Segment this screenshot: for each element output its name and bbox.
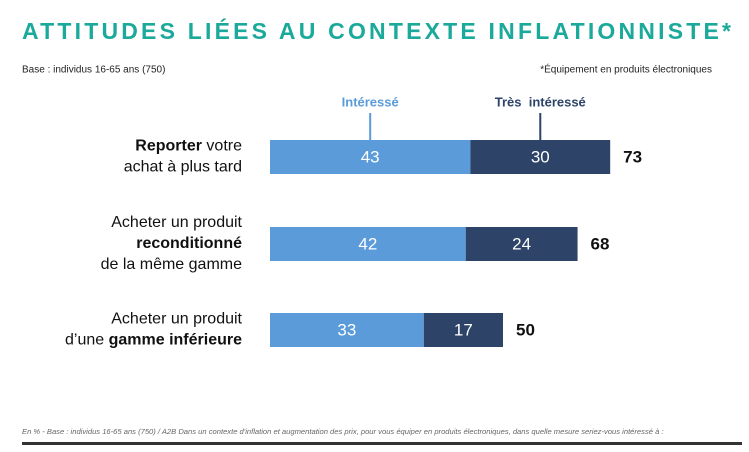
category-label-part: votre bbox=[202, 138, 242, 155]
category-label-part: gamme inférieure bbox=[109, 332, 242, 349]
bottom-rule bbox=[22, 442, 742, 445]
value-label: 42 bbox=[358, 234, 377, 253]
total-label: 50 bbox=[516, 320, 535, 339]
category-label-part: de la même gamme bbox=[101, 256, 242, 273]
value-label: 17 bbox=[454, 320, 473, 339]
category-label: Acheter un produit bbox=[111, 311, 242, 328]
category-label-part: Acheter un produit bbox=[111, 311, 242, 328]
bar-segment bbox=[270, 140, 471, 174]
category-label: de la même gamme bbox=[101, 256, 242, 273]
note: *Équipement en produits électroniques bbox=[540, 63, 712, 76]
total-label: 68 bbox=[591, 234, 610, 253]
subtitle: Base : individus 16-65 ans (750) bbox=[22, 65, 165, 76]
chart-title: ATTITUDES LIÉES AU CONTEXTE INFLATIONNIS… bbox=[22, 17, 734, 44]
bar-segment bbox=[465, 227, 578, 261]
category-label: reconditionné bbox=[136, 235, 242, 252]
footnote: En % - Base : individus 16-65 ans (750) … bbox=[22, 427, 664, 436]
total-label: 73 bbox=[623, 147, 642, 166]
category-label-part: reconditionné bbox=[136, 235, 242, 252]
bar-segment bbox=[270, 227, 466, 261]
bar-segment bbox=[423, 313, 503, 347]
value-label: 43 bbox=[361, 147, 380, 166]
value-label: 30 bbox=[531, 147, 550, 166]
value-label: 33 bbox=[337, 320, 356, 339]
category-label-part: d’une bbox=[65, 332, 109, 349]
bar-segment bbox=[470, 140, 611, 174]
legend-label: Très intéressé bbox=[495, 94, 586, 109]
category-label-part: achat à plus tard bbox=[124, 159, 242, 176]
category-label: achat à plus tard bbox=[124, 159, 242, 176]
category-label: Acheter un produit bbox=[111, 214, 242, 231]
legend-label: Intéressé bbox=[342, 94, 399, 109]
category-label-part: Acheter un produit bbox=[111, 214, 242, 231]
bar-segment bbox=[270, 313, 424, 347]
category-label: d’une gamme inférieure bbox=[65, 332, 242, 349]
category-label: Reporter votre bbox=[135, 138, 242, 155]
value-label: 24 bbox=[512, 234, 531, 253]
category-label-part: Reporter bbox=[135, 138, 202, 155]
